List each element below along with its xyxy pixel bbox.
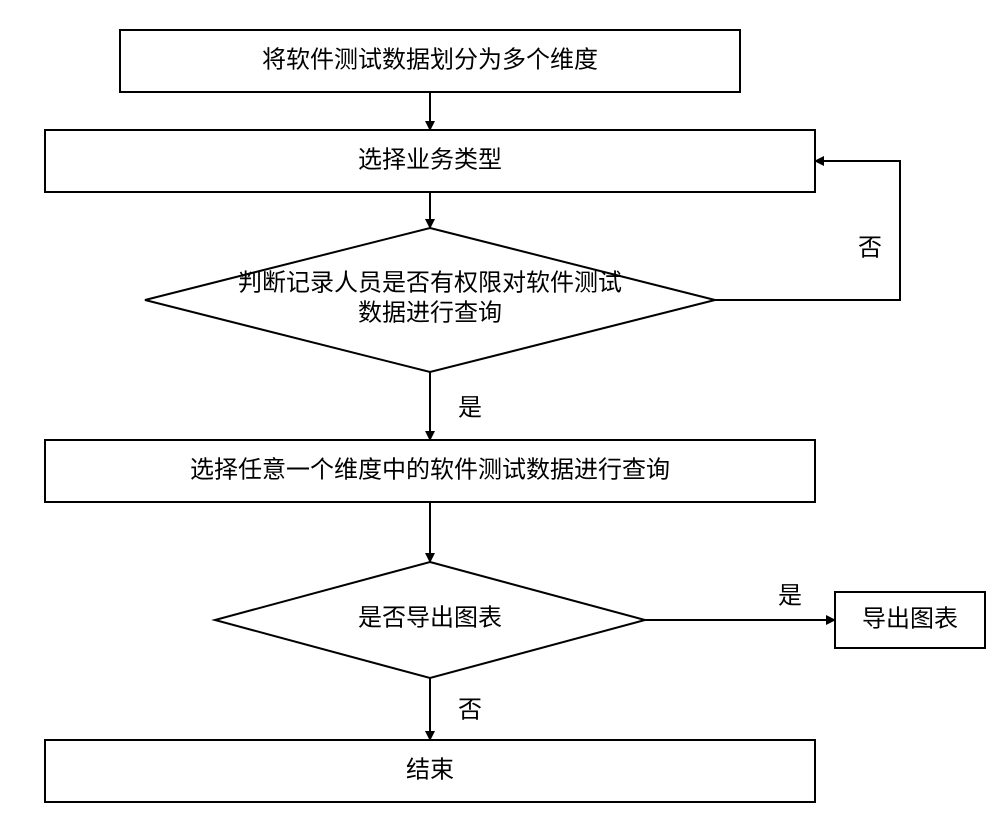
edge-e4-label: 否 [858, 236, 882, 262]
node-n4-text: 导出图表 [862, 606, 958, 633]
node-n2-text: 选择业务类型 [358, 147, 502, 174]
node-n3-text: 选择任意一个维度中的软件测试数据进行查询 [190, 457, 670, 484]
edge-e7-label: 否 [458, 698, 482, 724]
edge-e3-label: 是 [458, 396, 482, 422]
node-n1-text: 将软件测试数据划分为多个维度 [262, 47, 598, 74]
node-d1-text: 数据进行查询 [358, 300, 502, 327]
node-d1-text: 判断记录人员是否有权限对软件测试 [238, 270, 622, 297]
edge-e6-label: 是 [778, 584, 802, 610]
node-n5-text: 结束 [406, 757, 454, 784]
node-d2-text: 是否导出图表 [358, 605, 502, 632]
